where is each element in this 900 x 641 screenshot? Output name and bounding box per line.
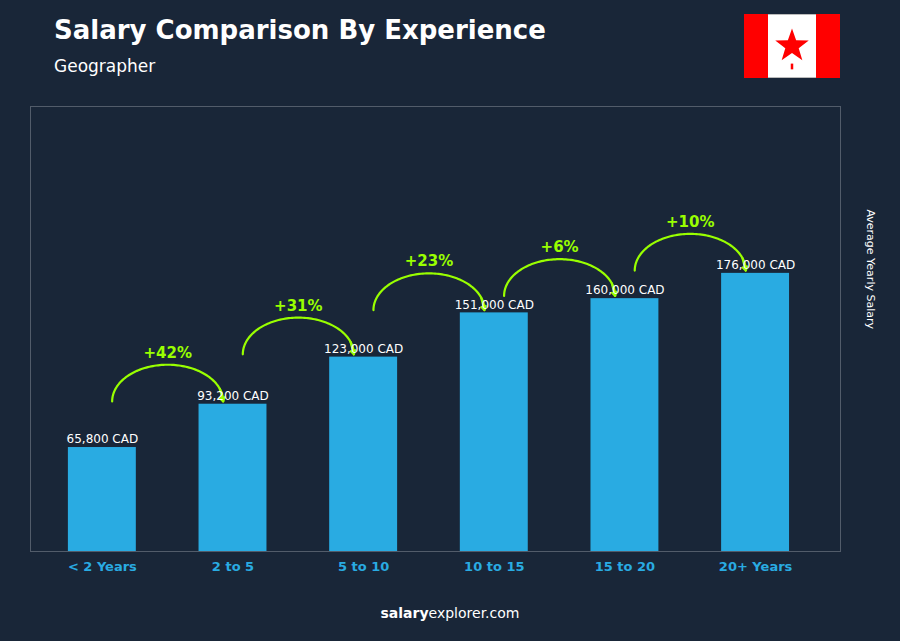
svg-text:< 2 Years: < 2 Years	[68, 559, 137, 574]
svg-text:+23%: +23%	[405, 252, 453, 270]
html-text:salary explorer.com: salary explorer.com	[380, 605, 520, 621]
svg-text:123,000 CAD: 123,000 CAD	[324, 342, 403, 356]
svg-text:+42%: +42%	[143, 344, 191, 362]
html-text:Geographer: Geographer	[54, 56, 156, 76]
svg-text:160,000 CAD: 160,000 CAD	[585, 283, 664, 297]
svg-text:20+ Years: 20+ Years	[719, 559, 793, 574]
svg-text:93,200 CAD: 93,200 CAD	[197, 389, 269, 403]
svg-text:15 to 20: 15 to 20	[595, 559, 655, 574]
svg-text:Average Yearly Salary: Average Yearly Salary	[864, 209, 877, 329]
svg-text:10 to 15: 10 to 15	[464, 559, 524, 574]
svg-text:+6%: +6%	[541, 238, 579, 256]
svg-text:+31%: +31%	[274, 297, 322, 315]
svg-text:2 to 5: 2 to 5	[212, 559, 254, 574]
svg-text:176,000 CAD: 176,000 CAD	[716, 258, 795, 272]
svg-text:5 to 10: 5 to 10	[338, 559, 389, 574]
svg-text:+10%: +10%	[666, 213, 714, 231]
svg-text:65,800 CAD: 65,800 CAD	[67, 432, 139, 446]
svg-text:151,000 CAD: 151,000 CAD	[455, 298, 534, 312]
html-text:Salary Comparison By Experienc: Salary Comparison By Experience	[54, 15, 546, 45]
